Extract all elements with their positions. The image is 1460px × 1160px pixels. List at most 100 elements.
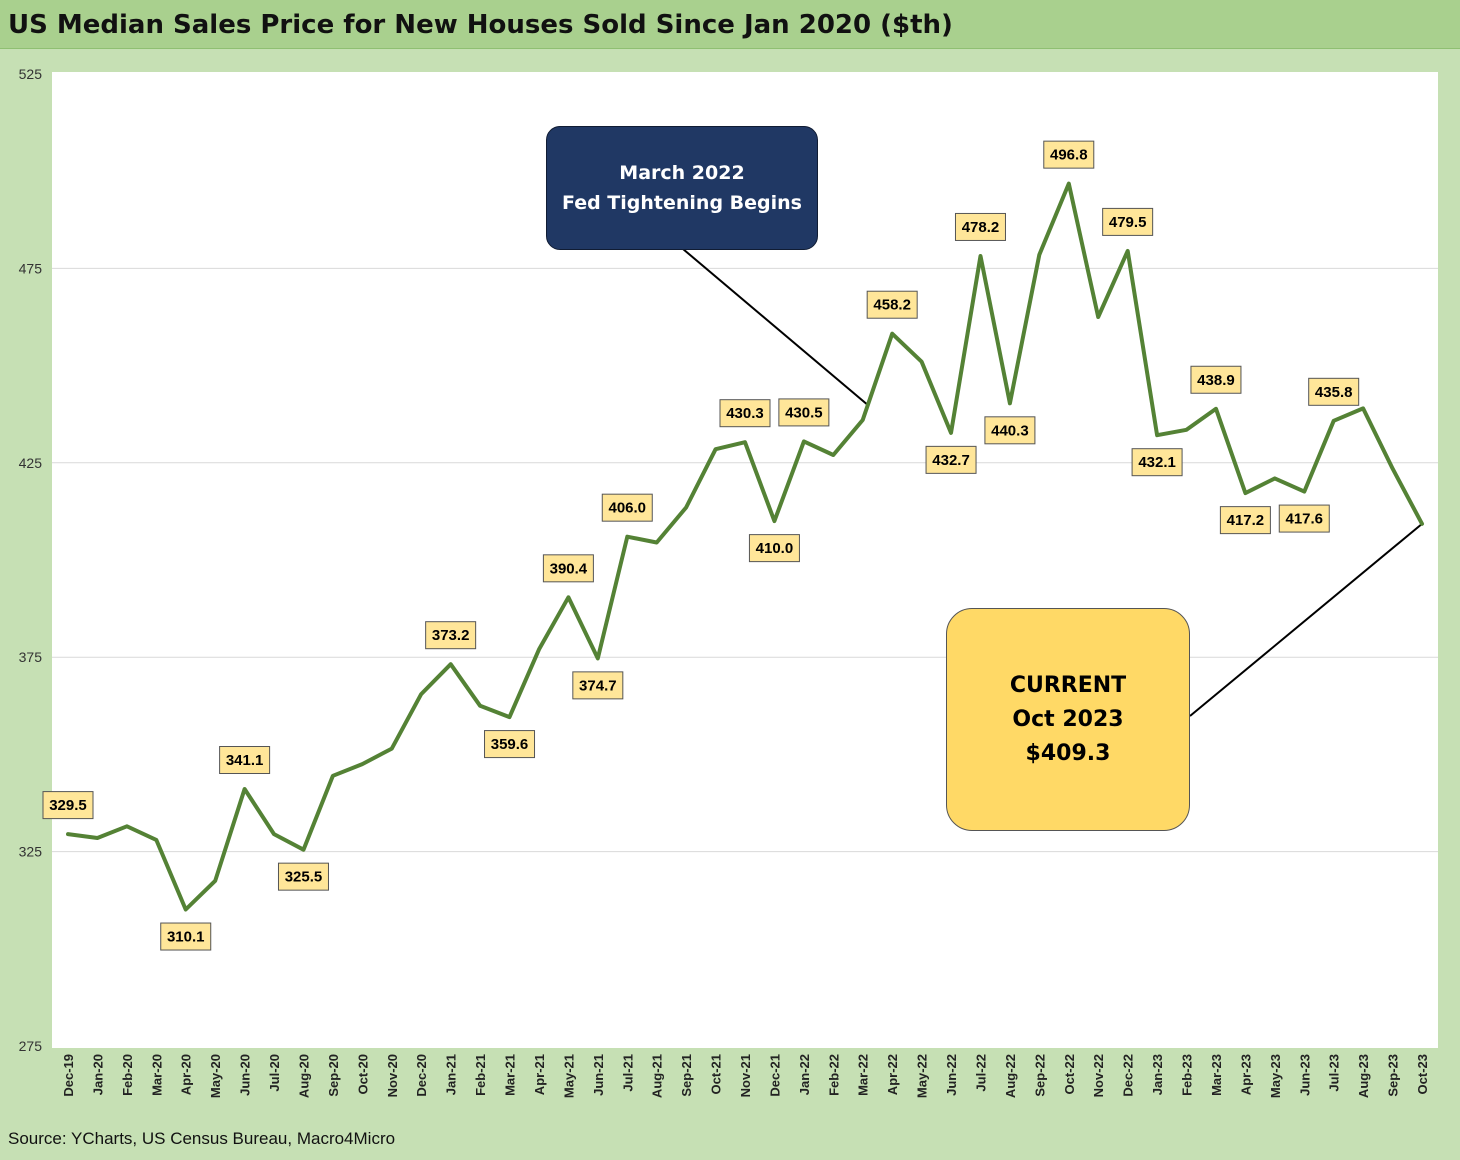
y-tick-label: 425 bbox=[19, 455, 43, 471]
data-label: 417.6 bbox=[1285, 511, 1323, 528]
fed-tightening-callout: March 2022 Fed Tightening Begins bbox=[546, 126, 818, 250]
data-label-box bbox=[1043, 140, 1095, 169]
data-label-box bbox=[601, 493, 653, 522]
x-tick-label: Nov-20 bbox=[385, 1054, 400, 1097]
x-tick-label: Feb-23 bbox=[1180, 1054, 1195, 1096]
data-label-box bbox=[866, 290, 918, 319]
data-label-box bbox=[1190, 365, 1242, 394]
data-label-box bbox=[484, 730, 536, 759]
series-line bbox=[66, 181, 1424, 912]
data-label: 478.2 bbox=[962, 219, 1000, 236]
data-label: 438.9 bbox=[1197, 372, 1235, 389]
x-tick-label: Sep-20 bbox=[326, 1054, 341, 1097]
data-label: 341.1 bbox=[226, 752, 264, 769]
x-tick-label: Feb-20 bbox=[120, 1054, 135, 1096]
data-label-box bbox=[542, 554, 594, 583]
data-label-box bbox=[425, 621, 477, 650]
y-tick-label: 275 bbox=[19, 1038, 43, 1054]
x-tick-label: Mar-22 bbox=[856, 1054, 871, 1096]
fed-callout-line2: Fed Tightening Begins bbox=[562, 192, 802, 214]
x-tick-label: Oct-20 bbox=[355, 1054, 370, 1094]
x-tick-label: Oct-21 bbox=[709, 1054, 724, 1094]
y-tick-label: 375 bbox=[19, 649, 43, 665]
data-label-box bbox=[1219, 506, 1271, 535]
data-label-box bbox=[925, 445, 977, 474]
y-tick-label: 475 bbox=[19, 260, 43, 276]
x-tick-label: Jul-21 bbox=[620, 1054, 635, 1092]
x-tick-label: Apr-22 bbox=[885, 1054, 900, 1095]
data-label-box bbox=[1102, 207, 1154, 236]
data-label: 374.7 bbox=[579, 677, 617, 694]
x-tick-label: Dec-20 bbox=[414, 1054, 429, 1097]
x-tick-label: Sep-23 bbox=[1386, 1054, 1401, 1097]
x-tick-label: Apr-23 bbox=[1238, 1054, 1253, 1095]
x-tick-label: Jun-23 bbox=[1297, 1054, 1312, 1096]
data-label: 432.1 bbox=[1138, 454, 1176, 471]
data-label-box bbox=[1308, 377, 1360, 406]
data-label: 430.5 bbox=[785, 404, 823, 421]
data-label-box bbox=[1278, 504, 1330, 533]
data-label-box bbox=[42, 791, 94, 820]
data-label-box bbox=[572, 671, 624, 700]
data-label: 390.4 bbox=[550, 560, 588, 577]
x-tick-label: Jul-20 bbox=[267, 1054, 282, 1092]
x-tick-label: May-22 bbox=[915, 1054, 930, 1098]
x-tick-label: Jun-22 bbox=[944, 1054, 959, 1096]
y-tick-label: 325 bbox=[19, 844, 43, 860]
x-tick-label: Oct-23 bbox=[1415, 1054, 1430, 1094]
data-label-box bbox=[719, 399, 771, 428]
x-tick-label: Feb-22 bbox=[826, 1054, 841, 1096]
fed-callout-line1: March 2022 bbox=[619, 162, 745, 184]
x-tick-label: Nov-21 bbox=[738, 1054, 753, 1097]
data-label: 310.1 bbox=[167, 929, 205, 946]
data-label: 430.3 bbox=[726, 405, 764, 422]
data-label: 479.5 bbox=[1109, 214, 1147, 231]
data-label: 435.8 bbox=[1315, 384, 1353, 401]
current-value-callout: CURRENT Oct 2023 $409.3 bbox=[946, 608, 1190, 831]
x-tick-label: Mar-21 bbox=[503, 1054, 518, 1096]
source-note: Source: YCharts, US Census Bureau, Macro… bbox=[8, 1129, 396, 1148]
x-tick-label: Sep-21 bbox=[679, 1054, 694, 1097]
x-tick-label: Jul-22 bbox=[973, 1054, 988, 1092]
x-tick-label: Aug-21 bbox=[650, 1054, 665, 1098]
title-bar: US Median Sales Price for New Houses Sol… bbox=[0, 0, 1460, 49]
x-tick-label: Aug-23 bbox=[1356, 1054, 1371, 1098]
x-tick-label: Apr-21 bbox=[532, 1054, 547, 1095]
x-tick-label: Dec-22 bbox=[1121, 1054, 1136, 1097]
data-label-box bbox=[277, 862, 329, 891]
data-label-box bbox=[1131, 448, 1183, 477]
data-label: 325.5 bbox=[285, 869, 323, 886]
data-label: 410.0 bbox=[756, 540, 794, 557]
data-label: 432.7 bbox=[932, 452, 970, 469]
x-tick-label: Mar-23 bbox=[1209, 1054, 1224, 1096]
x-tick-label: Jan-20 bbox=[90, 1054, 105, 1095]
data-label: 417.2 bbox=[1227, 512, 1265, 529]
x-tick-label: Jun-21 bbox=[591, 1054, 606, 1096]
data-label: 406.0 bbox=[608, 500, 646, 517]
x-tick-label: Jan-22 bbox=[797, 1054, 812, 1095]
current-callout-connector bbox=[1189, 523, 1423, 717]
x-tick-label: May-23 bbox=[1268, 1054, 1283, 1098]
x-tick-label: Dec-21 bbox=[767, 1054, 782, 1097]
data-label: 440.3 bbox=[991, 422, 1029, 439]
data-label: 329.5 bbox=[49, 797, 87, 814]
x-tick-label: Oct-22 bbox=[1062, 1054, 1077, 1094]
x-tick-label: Dec-19 bbox=[61, 1054, 76, 1097]
y-tick-label: 525 bbox=[19, 66, 43, 82]
data-label-box bbox=[778, 398, 830, 427]
data-label-box bbox=[984, 416, 1036, 445]
x-tick-label: Apr-20 bbox=[179, 1054, 194, 1095]
x-tick-label: Jan-21 bbox=[444, 1054, 459, 1095]
x-tick-label: Sep-22 bbox=[1032, 1054, 1047, 1097]
x-tick-label: Nov-22 bbox=[1091, 1054, 1106, 1097]
x-tick-label: Jun-20 bbox=[238, 1054, 253, 1096]
data-label: 373.2 bbox=[432, 627, 470, 644]
chart-title: US Median Sales Price for New Houses Sol… bbox=[8, 10, 953, 40]
x-tick-label: May-20 bbox=[208, 1054, 223, 1098]
x-tick-label: Mar-20 bbox=[149, 1054, 164, 1096]
data-label-box bbox=[219, 746, 271, 775]
data-label: 496.8 bbox=[1050, 147, 1088, 164]
data-label-box bbox=[160, 922, 212, 951]
current-callout-line2: Oct 2023 bbox=[1012, 706, 1124, 732]
